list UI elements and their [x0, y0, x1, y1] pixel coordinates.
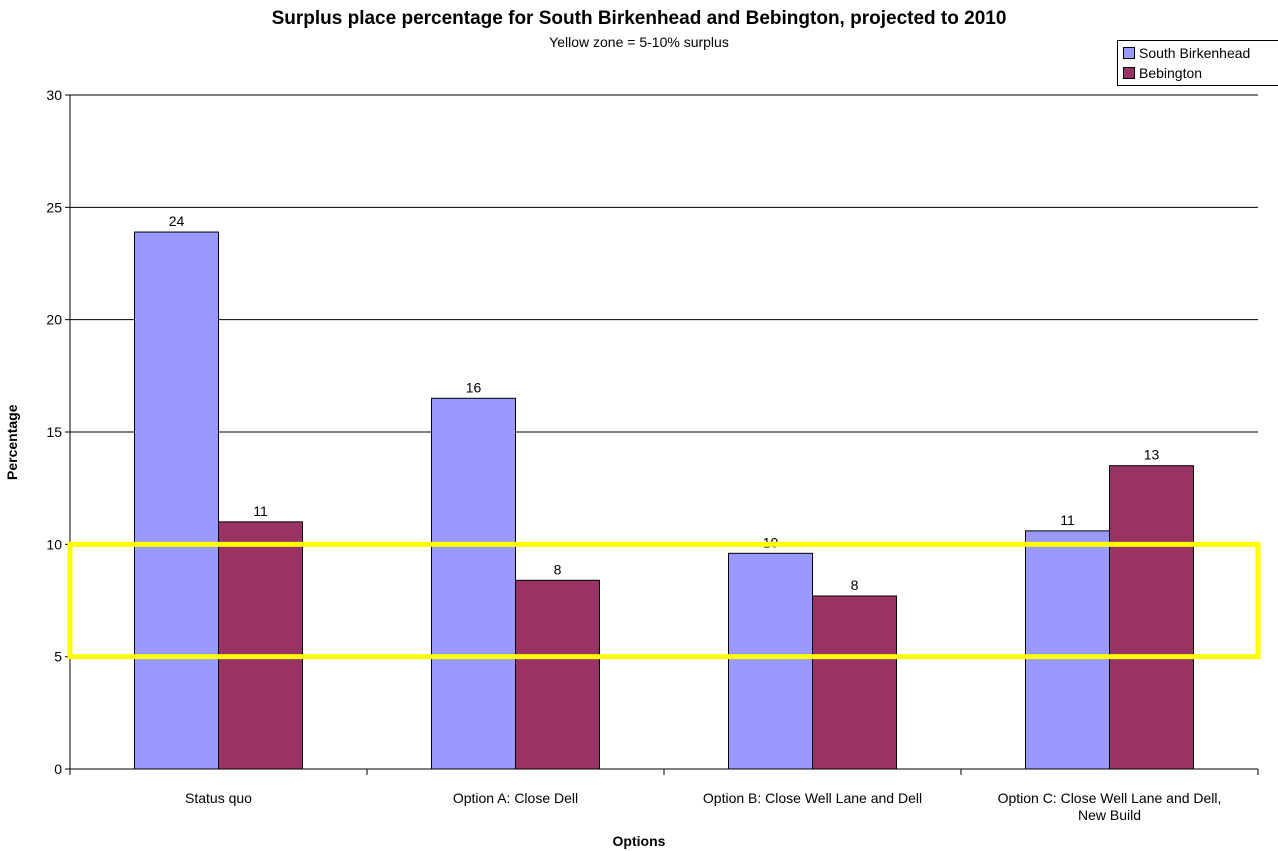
y-tick-label: 15 — [46, 424, 62, 440]
x-axis-label: Options — [612, 833, 666, 849]
y-tick-label: 10 — [46, 536, 62, 552]
legend: South Birkenhead Bebington — [1117, 40, 1278, 86]
x-tick-label: Status quo — [185, 790, 252, 806]
bar-south-birkenhead — [728, 552, 813, 770]
chart-title: Surplus place percentage for South Birke… — [271, 8, 1007, 29]
bar-south-birkenhead — [431, 397, 516, 770]
legend-entry-bebington: Bebington — [1120, 63, 1278, 83]
bar-bebington — [515, 579, 600, 770]
y-tick-label: 25 — [46, 199, 62, 215]
y-tick-label: 20 — [46, 312, 62, 328]
bar-south-birkenhead — [134, 231, 219, 770]
y-tick-label: 30 — [46, 87, 62, 103]
chart-subtitle: Yellow zone = 5-10% surplus — [549, 34, 729, 50]
bar-bebington — [1109, 465, 1194, 770]
data-label: 16 — [466, 379, 482, 395]
x-tick-label: Option B: Close Well Lane and Dell — [703, 790, 922, 806]
bar-bebington — [218, 521, 303, 770]
data-label: 11 — [1060, 512, 1075, 528]
legend-label-south-birkenhead: South Birkenhead — [1139, 45, 1251, 61]
x-tick-label: Option C: Close Well Lane and Dell, — [998, 790, 1222, 806]
data-label: 11 — [253, 503, 268, 519]
highlight-band — [67, 541, 1261, 660]
data-label: 8 — [851, 577, 859, 593]
data-label: 13 — [1144, 447, 1160, 463]
legend-entry-south-birkenhead: South Birkenhead — [1120, 43, 1278, 63]
y-tick-label: 0 — [54, 761, 62, 777]
x-tick-label: Option A: Close Dell — [453, 790, 578, 806]
bar-bebington — [812, 595, 897, 770]
x-tick-label: New Build — [1078, 807, 1141, 823]
legend-swatch-bebington — [1123, 67, 1135, 79]
data-label: 24 — [169, 213, 185, 229]
y-tick-label: 5 — [54, 649, 62, 665]
bar-south-birkenhead — [1025, 530, 1110, 770]
data-label: 8 — [554, 561, 562, 577]
legend-swatch-south-birkenhead — [1123, 47, 1135, 59]
legend-label-bebington: Bebington — [1139, 65, 1203, 81]
